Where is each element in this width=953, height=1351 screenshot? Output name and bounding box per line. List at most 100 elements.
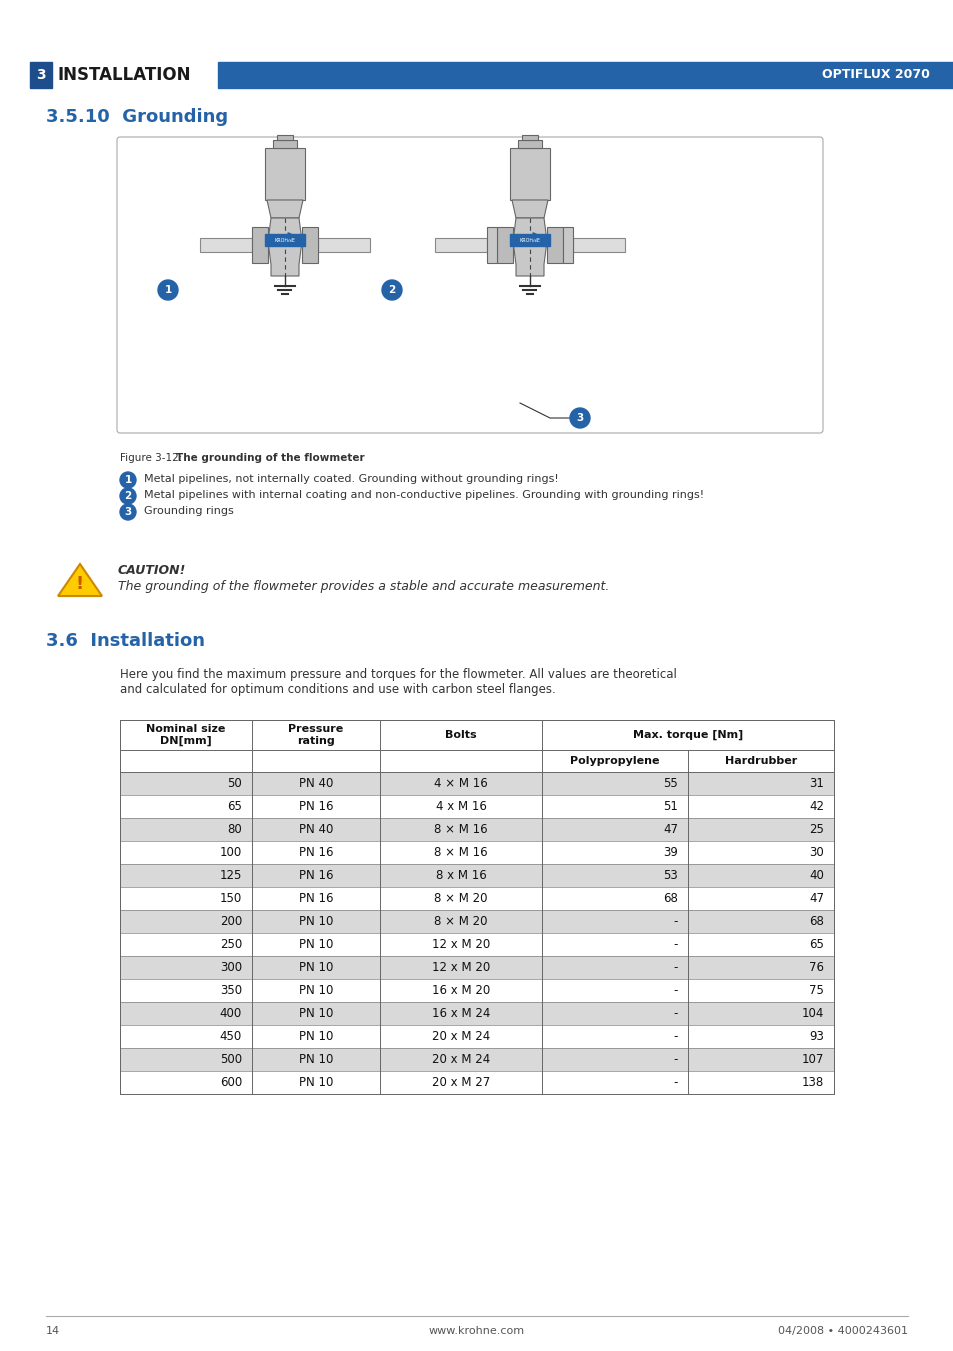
Bar [486, 227, 497, 262]
Text: Polypropylene: Polypropylene [570, 757, 659, 766]
Text: 138: 138 [801, 1075, 823, 1089]
Bar [120, 842, 833, 865]
Bar [120, 794, 833, 817]
Text: 150: 150 [219, 892, 242, 905]
Bar [120, 817, 833, 842]
Text: 14: 14 [46, 1325, 60, 1336]
Bar [562, 227, 573, 262]
Text: PN 16: PN 16 [298, 846, 333, 859]
Text: OPTIFLUX 2070: OPTIFLUX 2070 [821, 69, 929, 81]
Text: -: - [673, 1006, 678, 1020]
Text: Bolts: Bolts [445, 730, 476, 740]
Text: 20 x M 24: 20 x M 24 [432, 1029, 490, 1043]
Text: KROHNE: KROHNE [519, 238, 540, 243]
Circle shape [120, 471, 136, 488]
Text: KROHNE: KROHNE [274, 238, 295, 243]
Text: 1: 1 [124, 476, 132, 485]
Text: 250: 250 [219, 938, 242, 951]
Polygon shape [512, 200, 547, 218]
Text: 20 x M 27: 20 x M 27 [432, 1075, 490, 1089]
Bar [120, 771, 833, 794]
Text: 39: 39 [662, 846, 678, 859]
Text: 3: 3 [124, 507, 132, 517]
Bar [120, 720, 833, 750]
Text: 68: 68 [662, 892, 678, 905]
Text: 93: 93 [808, 1029, 823, 1043]
Bar [120, 1002, 833, 1025]
Text: PN 40: PN 40 [298, 777, 333, 790]
Bar [265, 149, 305, 200]
Text: 04/2008 • 4000243601: 04/2008 • 4000243601 [778, 1325, 907, 1336]
Text: 200: 200 [219, 915, 242, 928]
Text: PN 10: PN 10 [298, 938, 333, 951]
Text: 350: 350 [219, 984, 242, 997]
Text: 125: 125 [219, 869, 242, 882]
Polygon shape [58, 563, 102, 596]
Polygon shape [513, 218, 546, 276]
Text: Grounding rings: Grounding rings [144, 507, 233, 516]
Text: 76: 76 [808, 961, 823, 974]
Bar [517, 141, 541, 149]
Text: 50: 50 [227, 777, 242, 790]
Text: 107: 107 [801, 1052, 823, 1066]
Text: The grounding of the flowmeter provides a stable and accurate measurement.: The grounding of the flowmeter provides … [118, 580, 609, 593]
Text: 2: 2 [124, 490, 132, 501]
Text: 8 × M 20: 8 × M 20 [434, 892, 487, 905]
Text: 25: 25 [808, 823, 823, 836]
Text: 4 × M 16: 4 × M 16 [434, 777, 487, 790]
Bar [120, 979, 833, 1002]
Text: PN 10: PN 10 [298, 1075, 333, 1089]
Text: www.krohne.com: www.krohne.com [429, 1325, 524, 1336]
Text: 600: 600 [219, 1075, 242, 1089]
Text: 3.5.10  Grounding: 3.5.10 Grounding [46, 108, 228, 126]
Text: 8 × M 20: 8 × M 20 [434, 915, 487, 928]
Text: 100: 100 [219, 846, 242, 859]
Bar [218, 62, 953, 88]
Text: -: - [673, 1075, 678, 1089]
Circle shape [158, 280, 178, 300]
Text: !: ! [76, 576, 84, 593]
Text: 47: 47 [662, 823, 678, 836]
Text: 42: 42 [808, 800, 823, 813]
Text: 3.6  Installation: 3.6 Installation [46, 632, 205, 650]
Text: -: - [673, 1052, 678, 1066]
Text: 80: 80 [227, 823, 242, 836]
Text: 65: 65 [808, 938, 823, 951]
Bar [521, 135, 537, 141]
Text: Pressure
rating: Pressure rating [288, 724, 343, 746]
Text: PN 16: PN 16 [298, 892, 333, 905]
Text: 12 x M 20: 12 x M 20 [432, 961, 490, 974]
Bar [30, 62, 52, 88]
Bar [120, 1071, 833, 1094]
Text: 8 x M 16: 8 x M 16 [436, 869, 486, 882]
Text: 1: 1 [164, 285, 172, 295]
Text: PN 16: PN 16 [298, 869, 333, 882]
Text: 55: 55 [662, 777, 678, 790]
Text: 2: 2 [388, 285, 395, 295]
Text: -: - [673, 915, 678, 928]
Bar [573, 238, 624, 251]
Text: 75: 75 [808, 984, 823, 997]
Bar [273, 141, 296, 149]
Text: Nominal size
DN[mm]: Nominal size DN[mm] [146, 724, 226, 746]
Polygon shape [267, 200, 303, 218]
Bar [120, 957, 833, 979]
Text: 16 x M 24: 16 x M 24 [432, 1006, 490, 1020]
FancyBboxPatch shape [117, 136, 822, 434]
Text: 65: 65 [227, 800, 242, 813]
Text: -: - [673, 984, 678, 997]
Bar [120, 1048, 833, 1071]
Bar [120, 720, 833, 771]
Bar [120, 911, 833, 934]
Text: 51: 51 [662, 800, 678, 813]
Text: 8 × M 16: 8 × M 16 [434, 823, 487, 836]
Bar [120, 934, 833, 957]
Text: 31: 31 [808, 777, 823, 790]
Text: PN 10: PN 10 [298, 915, 333, 928]
Text: 3: 3 [576, 413, 583, 423]
Bar [497, 227, 513, 262]
Bar [120, 888, 833, 911]
Bar [120, 750, 833, 771]
Bar [546, 227, 562, 262]
Text: -: - [673, 961, 678, 974]
